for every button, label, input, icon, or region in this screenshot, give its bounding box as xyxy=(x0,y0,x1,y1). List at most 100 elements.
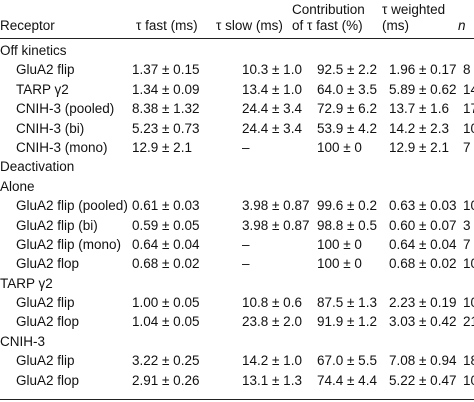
receptor-cell: CNIH-3 (bi) xyxy=(16,120,85,136)
tau-weighted-cell: 5.89 ± 0.62 xyxy=(389,81,457,97)
header-tau-slow: τ slow (ms) xyxy=(216,18,283,33)
n-cell: 21 xyxy=(463,314,474,330)
contribution-cell: 74.4 ± 4.4 xyxy=(317,372,377,388)
header-tau-weighted-line2: (ms) xyxy=(382,18,409,33)
receptor-cell: CNIH-3 (mono) xyxy=(16,139,108,155)
tau-weighted-cell: 1.96 ± 0.17 xyxy=(389,62,457,78)
receptor-cell: GluA2 flip xyxy=(16,62,75,78)
table-row: GluA2 flip 1.37 ± 0.15 10.3 ± 1.0 92.5 ± 2.… xyxy=(0,60,474,79)
table-row: GluA2 flop 0.68 ± 0.02 – 100 ± 0 0.68 ± 0.02… xyxy=(0,254,474,273)
receptor-cell: TARP γ2 xyxy=(16,81,69,97)
tau-weighted-cell: 7.08 ± 0.94 xyxy=(389,353,457,369)
tau-fast-cell: 8.38 ± 1.32 xyxy=(132,101,200,117)
tau-weighted-cell: 0.63 ± 0.03 xyxy=(389,198,457,214)
table-row: GluA2 flip 1.00 ± 0.05 10.8 ± 0.6 87.5 ± 1.… xyxy=(0,293,474,312)
section-heading-row: Alone xyxy=(0,177,474,196)
receptor-cell: GluA2 flop xyxy=(16,372,80,388)
section-label: TARP γ2 xyxy=(0,275,53,291)
tau-weighted-cell: 0.60 ± 0.07 xyxy=(389,217,457,233)
header-n: n xyxy=(458,18,466,33)
receptor-cell: GluA2 flip (bi) xyxy=(16,217,98,233)
table-header: Receptor τ fast (ms) τ slow (ms) Contrib… xyxy=(0,0,474,39)
tau-slow-cell: – xyxy=(242,256,250,272)
contribution-cell: 98.8 ± 0.5 xyxy=(317,217,377,233)
tau-slow-cell: 24.4 ± 3.4 xyxy=(242,101,302,117)
table-bottom-rule xyxy=(0,399,474,400)
tau-slow-cell: 10.8 ± 0.6 xyxy=(242,295,302,311)
tau-fast-cell: 0.59 ± 0.05 xyxy=(132,217,200,233)
tau-weighted-cell: 12.9 ± 2.1 xyxy=(389,139,449,155)
n-cell: 14 xyxy=(463,81,474,97)
tau-weighted-cell: 3.03 ± 0.42 xyxy=(389,314,457,330)
section-label: CNIH-3 xyxy=(0,333,46,349)
header-tau-fast: τ fast (ms) xyxy=(136,18,198,33)
tau-fast-cell: 1.04 ± 0.05 xyxy=(132,314,200,330)
n-cell: 7 xyxy=(463,139,471,155)
tau-fast-cell: 5.23 ± 0.73 xyxy=(132,120,200,136)
tau-weighted-cell: 5.22 ± 0.47 xyxy=(389,372,457,388)
tau-slow-cell: 10.3 ± 1.0 xyxy=(242,62,302,78)
tau-weighted-cell: 0.64 ± 0.04 xyxy=(389,236,457,252)
receptor-cell: CNIH-3 (pooled) xyxy=(16,101,115,117)
tau-weighted-cell: 2.23 ± 0.19 xyxy=(389,295,457,311)
table-row: GluA2 flip 3.22 ± 0.25 14.2 ± 1.0 67.0 ± 5.… xyxy=(0,351,474,370)
receptor-cell: GluA2 flip (mono) xyxy=(16,236,122,252)
contribution-cell: 72.9 ± 6.2 xyxy=(317,101,377,117)
header-contribution-line1: Contribution xyxy=(292,2,365,17)
tau-weighted-cell: 13.7 ± 1.6 xyxy=(389,101,449,117)
contribution-cell: 64.0 ± 3.5 xyxy=(317,81,377,97)
header-contribution-line2: of τ fast (%) xyxy=(292,18,363,33)
tau-fast-cell: 0.68 ± 0.02 xyxy=(132,256,200,272)
contribution-cell: 87.5 ± 1.3 xyxy=(317,295,377,311)
tau-slow-cell: 13.1 ± 1.3 xyxy=(242,372,302,388)
header-tau-weighted-line1: τ weighted xyxy=(382,2,446,17)
contribution-cell: 53.9 ± 4.2 xyxy=(317,120,377,136)
tau-fast-cell: 0.61 ± 0.03 xyxy=(132,198,200,214)
receptor-cell: GluA2 flip xyxy=(16,353,75,369)
tau-fast-cell: 1.37 ± 0.15 xyxy=(132,62,200,78)
tau-fast-cell: 2.91 ± 0.26 xyxy=(132,372,200,388)
table-row: GluA2 flip (pooled) 0.61 ± 0.03 3.98 ± 0.8… xyxy=(0,196,474,215)
section-heading-row: CNIH-3 xyxy=(0,332,474,351)
table-row: GluA2 flop 2.91 ± 0.26 13.1 ± 1.3 74.4 ± 4.… xyxy=(0,371,474,390)
receptor-cell: GluA2 flip xyxy=(16,295,75,311)
section-label: Off kinetics xyxy=(0,43,67,58)
tau-slow-cell: 3.98 ± 0.87 xyxy=(242,198,310,214)
section-heading-row: TARP γ2 xyxy=(0,274,474,293)
receptor-cell: GluA2 flip (pooled) xyxy=(16,198,128,214)
tau-slow-cell: 3.98 ± 0.87 xyxy=(242,217,310,233)
table-row: GluA2 flip (bi) 0.59 ± 0.05 3.98 ± 0.87 98.… xyxy=(0,216,474,235)
contribution-cell: 100 ± 0 xyxy=(317,139,362,155)
n-cell: 10 xyxy=(463,120,474,136)
section-label: Deactivation xyxy=(0,159,75,175)
tau-slow-cell: 14.2 ± 1.0 xyxy=(242,353,302,369)
section-heading-row: Off kinetics xyxy=(0,41,474,60)
tau-fast-cell: 1.00 ± 0.05 xyxy=(132,295,200,311)
contribution-cell: 92.5 ± 2.2 xyxy=(317,62,377,78)
tau-slow-cell: – xyxy=(242,139,250,155)
receptor-cell: GluA2 flop xyxy=(16,314,80,330)
contribution-cell: 100 ± 0 xyxy=(317,256,362,272)
n-cell: 10 xyxy=(463,372,474,388)
n-cell: 10 xyxy=(463,256,474,272)
n-cell: 10 xyxy=(463,198,474,214)
n-cell: 7 xyxy=(463,236,471,252)
table-row: TARP γ2 1.34 ± 0.09 13.4 ± 1.0 64.0 ± 3.5 5.… xyxy=(0,80,474,99)
tau-slow-cell: 13.4 ± 1.0 xyxy=(242,81,302,97)
tau-slow-cell: – xyxy=(242,236,250,252)
section-heading-row: Deactivation xyxy=(0,157,474,176)
table-row: GluA2 flip (mono) 0.64 ± 0.04 – 100 ± 0 0.64… xyxy=(0,235,474,254)
n-cell: 8 xyxy=(463,62,471,78)
tau-slow-cell: 23.8 ± 2.0 xyxy=(242,314,302,330)
table-row: CNIH-3 (pooled) 8.38 ± 1.32 24.4 ± 3.4 72.9… xyxy=(0,99,474,118)
tau-slow-cell: 24.4 ± 3.4 xyxy=(242,120,302,136)
header-receptor: Receptor xyxy=(0,18,55,33)
table-row: CNIH-3 (bi) 5.23 ± 0.73 24.4 ± 3.4 53.9 ± 4… xyxy=(0,119,474,138)
n-cell: 10 xyxy=(463,295,474,311)
table-row: CNIH-3 (mono) 12.9 ± 2.1 – 100 ± 0 12.9 ± 2.… xyxy=(0,138,474,157)
tau-fast-cell: 3.22 ± 0.25 xyxy=(132,353,200,369)
contribution-cell: 99.6 ± 0.2 xyxy=(317,198,377,214)
table-row: GluA2 flop 1.04 ± 0.05 23.8 ± 2.0 91.9 ± 1.… xyxy=(0,312,474,331)
tau-fast-cell: 1.34 ± 0.09 xyxy=(132,81,200,97)
tau-weighted-cell: 14.2 ± 2.3 xyxy=(389,120,449,136)
